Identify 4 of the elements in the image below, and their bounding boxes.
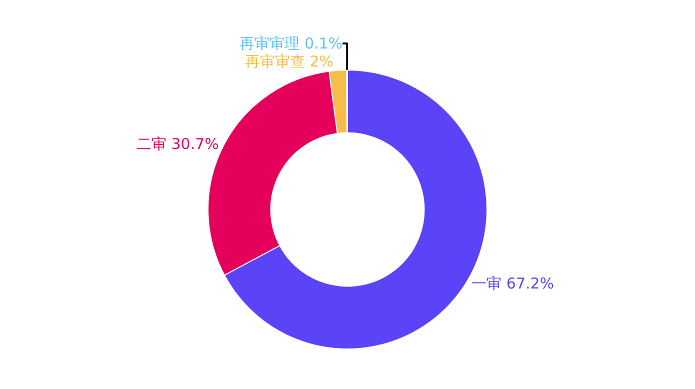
slice-label: 再审审查 2% <box>244 52 334 70</box>
slice-label: 二审 30.7% <box>136 134 219 153</box>
slice-label: 再审审理 0.1% <box>240 34 343 52</box>
slice-label: 一审 67.2% <box>472 274 554 293</box>
